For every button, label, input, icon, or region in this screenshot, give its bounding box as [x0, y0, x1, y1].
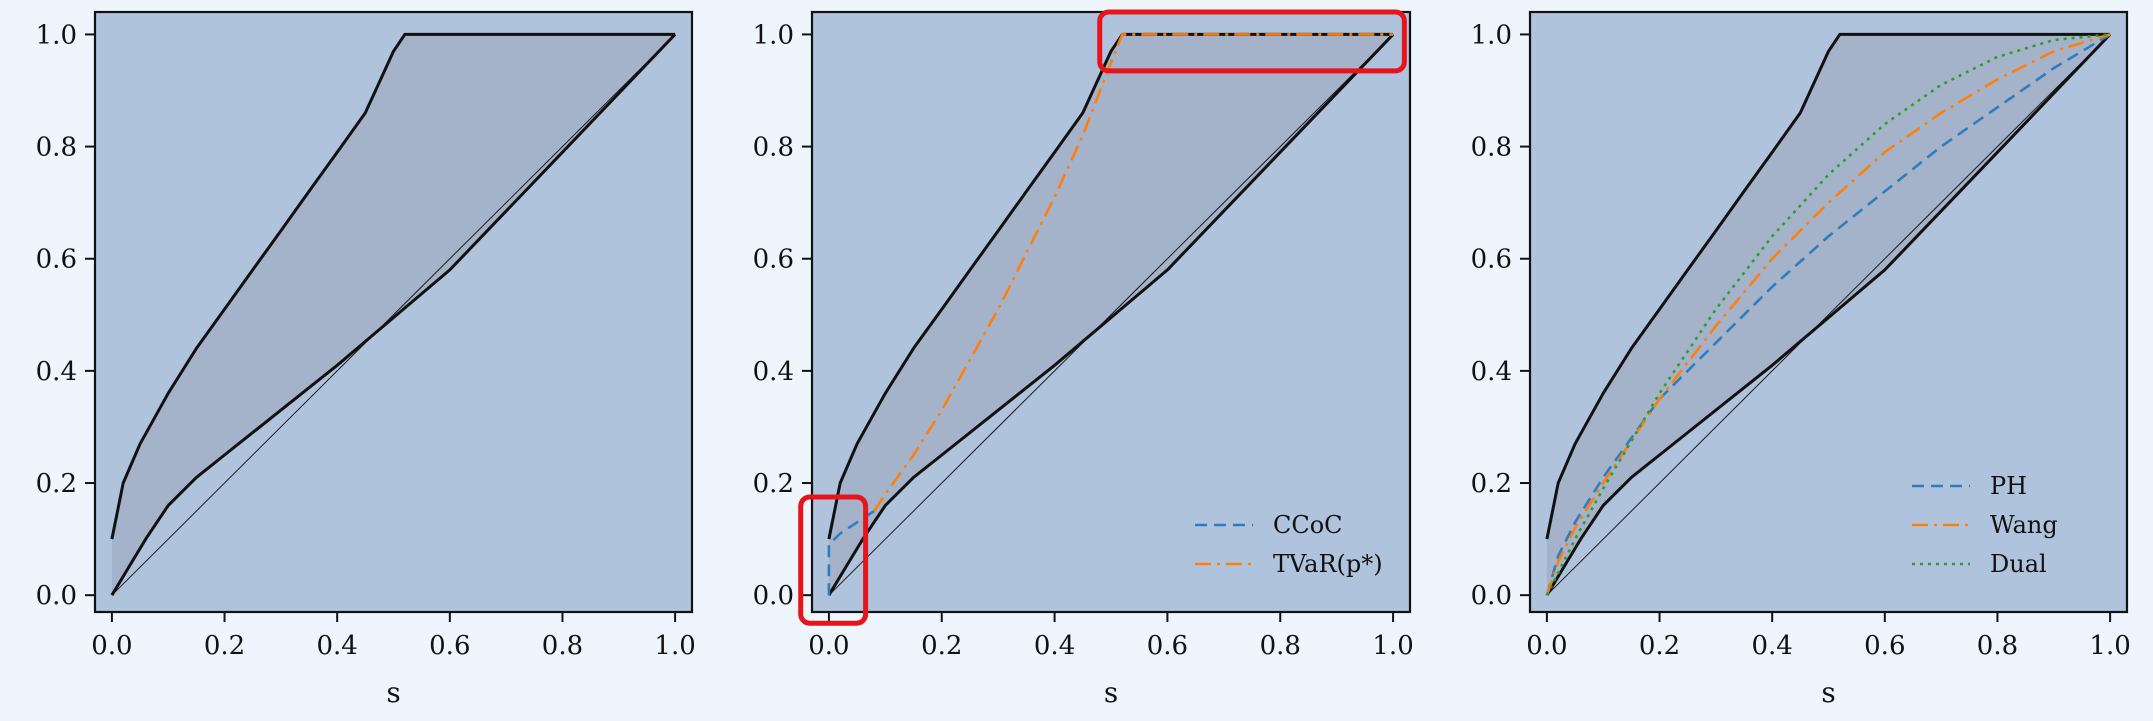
lower-bound-line	[827, 33, 1395, 596]
series-line-wang	[1545, 33, 2111, 596]
upper-bound-line	[827, 32, 1394, 540]
x-tick-label: 0.2	[204, 631, 245, 661]
y-tick-label: 0.6	[753, 245, 794, 275]
x-tick-label: 0.6	[1864, 631, 1905, 661]
x-tick-label: 0.0	[808, 631, 849, 661]
series-line-dual	[1545, 33, 2111, 596]
y-tick-label: 0.8	[36, 133, 77, 163]
x-tick-label: 0.2	[921, 631, 962, 661]
lower-bound-line	[110, 33, 677, 596]
chart-panel-middle: 0.0 0.0 0.2 0.2 0.4 0.4 0.6 0.6 0.8 0.8 1.0 1.0 s CCo…	[753, 9, 1414, 709]
upper-bound-line	[110, 32, 676, 540]
x-tick-label: 1.0	[1372, 631, 1413, 661]
y-tick-label: 1.0	[36, 20, 77, 50]
x-tick-label: 0.4	[1034, 631, 1075, 661]
y-tick-label: 0.8	[1471, 133, 1512, 163]
diagonal-line	[1546, 34, 2111, 596]
legend-label: Dual	[1990, 550, 2047, 578]
y-tick-label: 0.4	[36, 357, 77, 387]
x-axis-label: s	[1821, 676, 1835, 709]
x-tick-label: 0.8	[1260, 631, 1301, 661]
highlight-box	[798, 494, 869, 626]
x-tick-label: 0.8	[1977, 631, 2018, 661]
y-tick-label: 1.0	[753, 20, 794, 50]
x-tick-label: 0.8	[542, 631, 583, 661]
legend-label: PH	[1990, 472, 2027, 500]
diagonal-line	[828, 34, 1394, 596]
upper-bound-line	[1545, 32, 2111, 540]
x-tick-label: 0.6	[429, 631, 470, 661]
plot-frame	[93, 10, 694, 614]
x-tick-label: 0.6	[1147, 631, 1188, 661]
y-tick-label: 0.2	[36, 469, 77, 499]
x-tick-label: 0.4	[1751, 631, 1792, 661]
legend-label: Wang	[1990, 511, 2058, 539]
x-tick-label: 0.2	[1639, 631, 1680, 661]
x-tick-label: 0.0	[1526, 631, 1567, 661]
y-tick-label: 0.2	[1471, 469, 1512, 499]
y-tick-label: 0.8	[753, 133, 794, 163]
y-tick-label: 1.0	[1471, 20, 1512, 50]
x-tick-label: 1.0	[654, 631, 695, 661]
x-tick-label: 0.0	[91, 631, 132, 661]
y-tick-label: 0.2	[753, 469, 794, 499]
x-axis-label: s	[386, 676, 400, 709]
y-tick-label: 0.4	[753, 357, 794, 387]
plot-frame	[1528, 10, 2129, 614]
x-tick-label: 1.0	[2089, 631, 2130, 661]
series-line-ccoc	[827, 510, 875, 596]
series-line-ph	[1545, 33, 2111, 596]
y-tick-label: 0.6	[1471, 245, 1512, 275]
diagonal-line	[111, 34, 676, 596]
legend-label: CCoC	[1273, 511, 1343, 539]
chart-panel-left: 0.0 0.0 0.2 0.2 0.4 0.4 0.6 0.6 0.8 0.8 1.0 1.0 s	[36, 10, 696, 709]
y-tick-label: 0.6	[36, 245, 77, 275]
y-tick-label: 0.0	[36, 581, 77, 611]
x-axis-label: s	[1104, 676, 1118, 709]
chart-panel-right: 0.0 0.0 0.2 0.2 0.4 0.4 0.6 0.6 0.8 0.8 1.0 1.0 s PH W…	[1471, 10, 2131, 709]
lower-bound-line	[1545, 33, 2112, 596]
x-tick-label: 0.4	[316, 631, 357, 661]
y-tick-label: 0.0	[753, 581, 794, 611]
legend-label: TVaR(p*)	[1273, 550, 1383, 578]
highlight-box	[1097, 9, 1407, 74]
y-tick-label: 0.0	[1471, 581, 1512, 611]
y-tick-label: 0.4	[1471, 357, 1512, 387]
